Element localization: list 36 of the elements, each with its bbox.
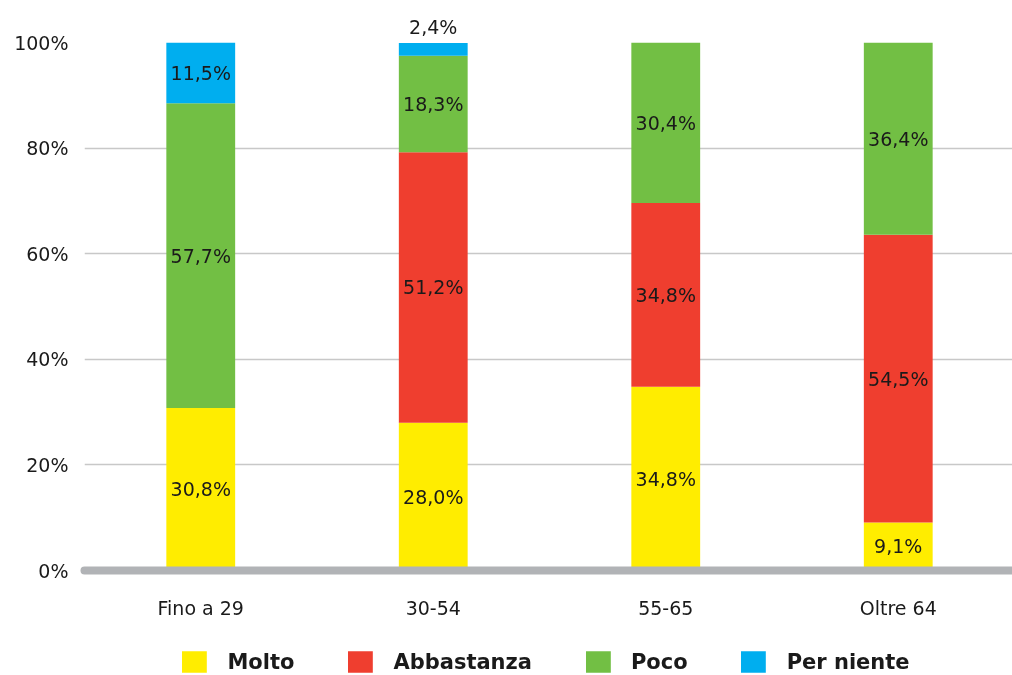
data-label: 34,8% xyxy=(635,467,696,490)
y-tick-label: 100% xyxy=(14,31,69,54)
data-label: 30,8% xyxy=(170,478,231,501)
y-tick-label: 60% xyxy=(26,242,69,265)
bar xyxy=(631,42,701,204)
data-label: 51,2% xyxy=(403,276,464,299)
y-tick-label: 40% xyxy=(26,348,69,371)
x-tick-label: Oltre 64 xyxy=(859,596,937,619)
bar xyxy=(166,103,236,408)
data-label: 9,1% xyxy=(874,535,923,558)
bar xyxy=(398,43,468,56)
data-label: 2,4% xyxy=(409,16,458,39)
bar xyxy=(631,203,701,387)
legend-label: Poco xyxy=(630,649,688,674)
x-tick-label: 55-65 xyxy=(638,596,694,619)
bar xyxy=(863,234,933,523)
data-label: 36,4% xyxy=(868,127,929,150)
data-label: 54,5% xyxy=(868,367,929,390)
legend-label: Molto xyxy=(227,649,295,674)
data-label: 28,0% xyxy=(403,485,464,508)
data-label: 34,8% xyxy=(635,283,696,306)
data-label: 57,7% xyxy=(170,244,231,267)
bar xyxy=(398,152,468,423)
y-tick-label: 20% xyxy=(26,453,69,476)
legend-label: Per niente xyxy=(786,649,910,674)
data-label: 11,5% xyxy=(170,61,231,84)
bar xyxy=(863,42,933,235)
bar xyxy=(398,55,468,153)
y-tick-label: 0% xyxy=(38,559,69,582)
bar xyxy=(166,42,236,104)
x-tick-label: 30-54 xyxy=(405,596,461,619)
legend-label: Abbastanza xyxy=(393,649,532,674)
x-tick-label: Fino a 29 xyxy=(157,596,244,619)
data-label: 30,4% xyxy=(635,111,696,134)
y-tick-label: 80% xyxy=(26,137,69,160)
data-label: 18,3% xyxy=(403,93,464,116)
